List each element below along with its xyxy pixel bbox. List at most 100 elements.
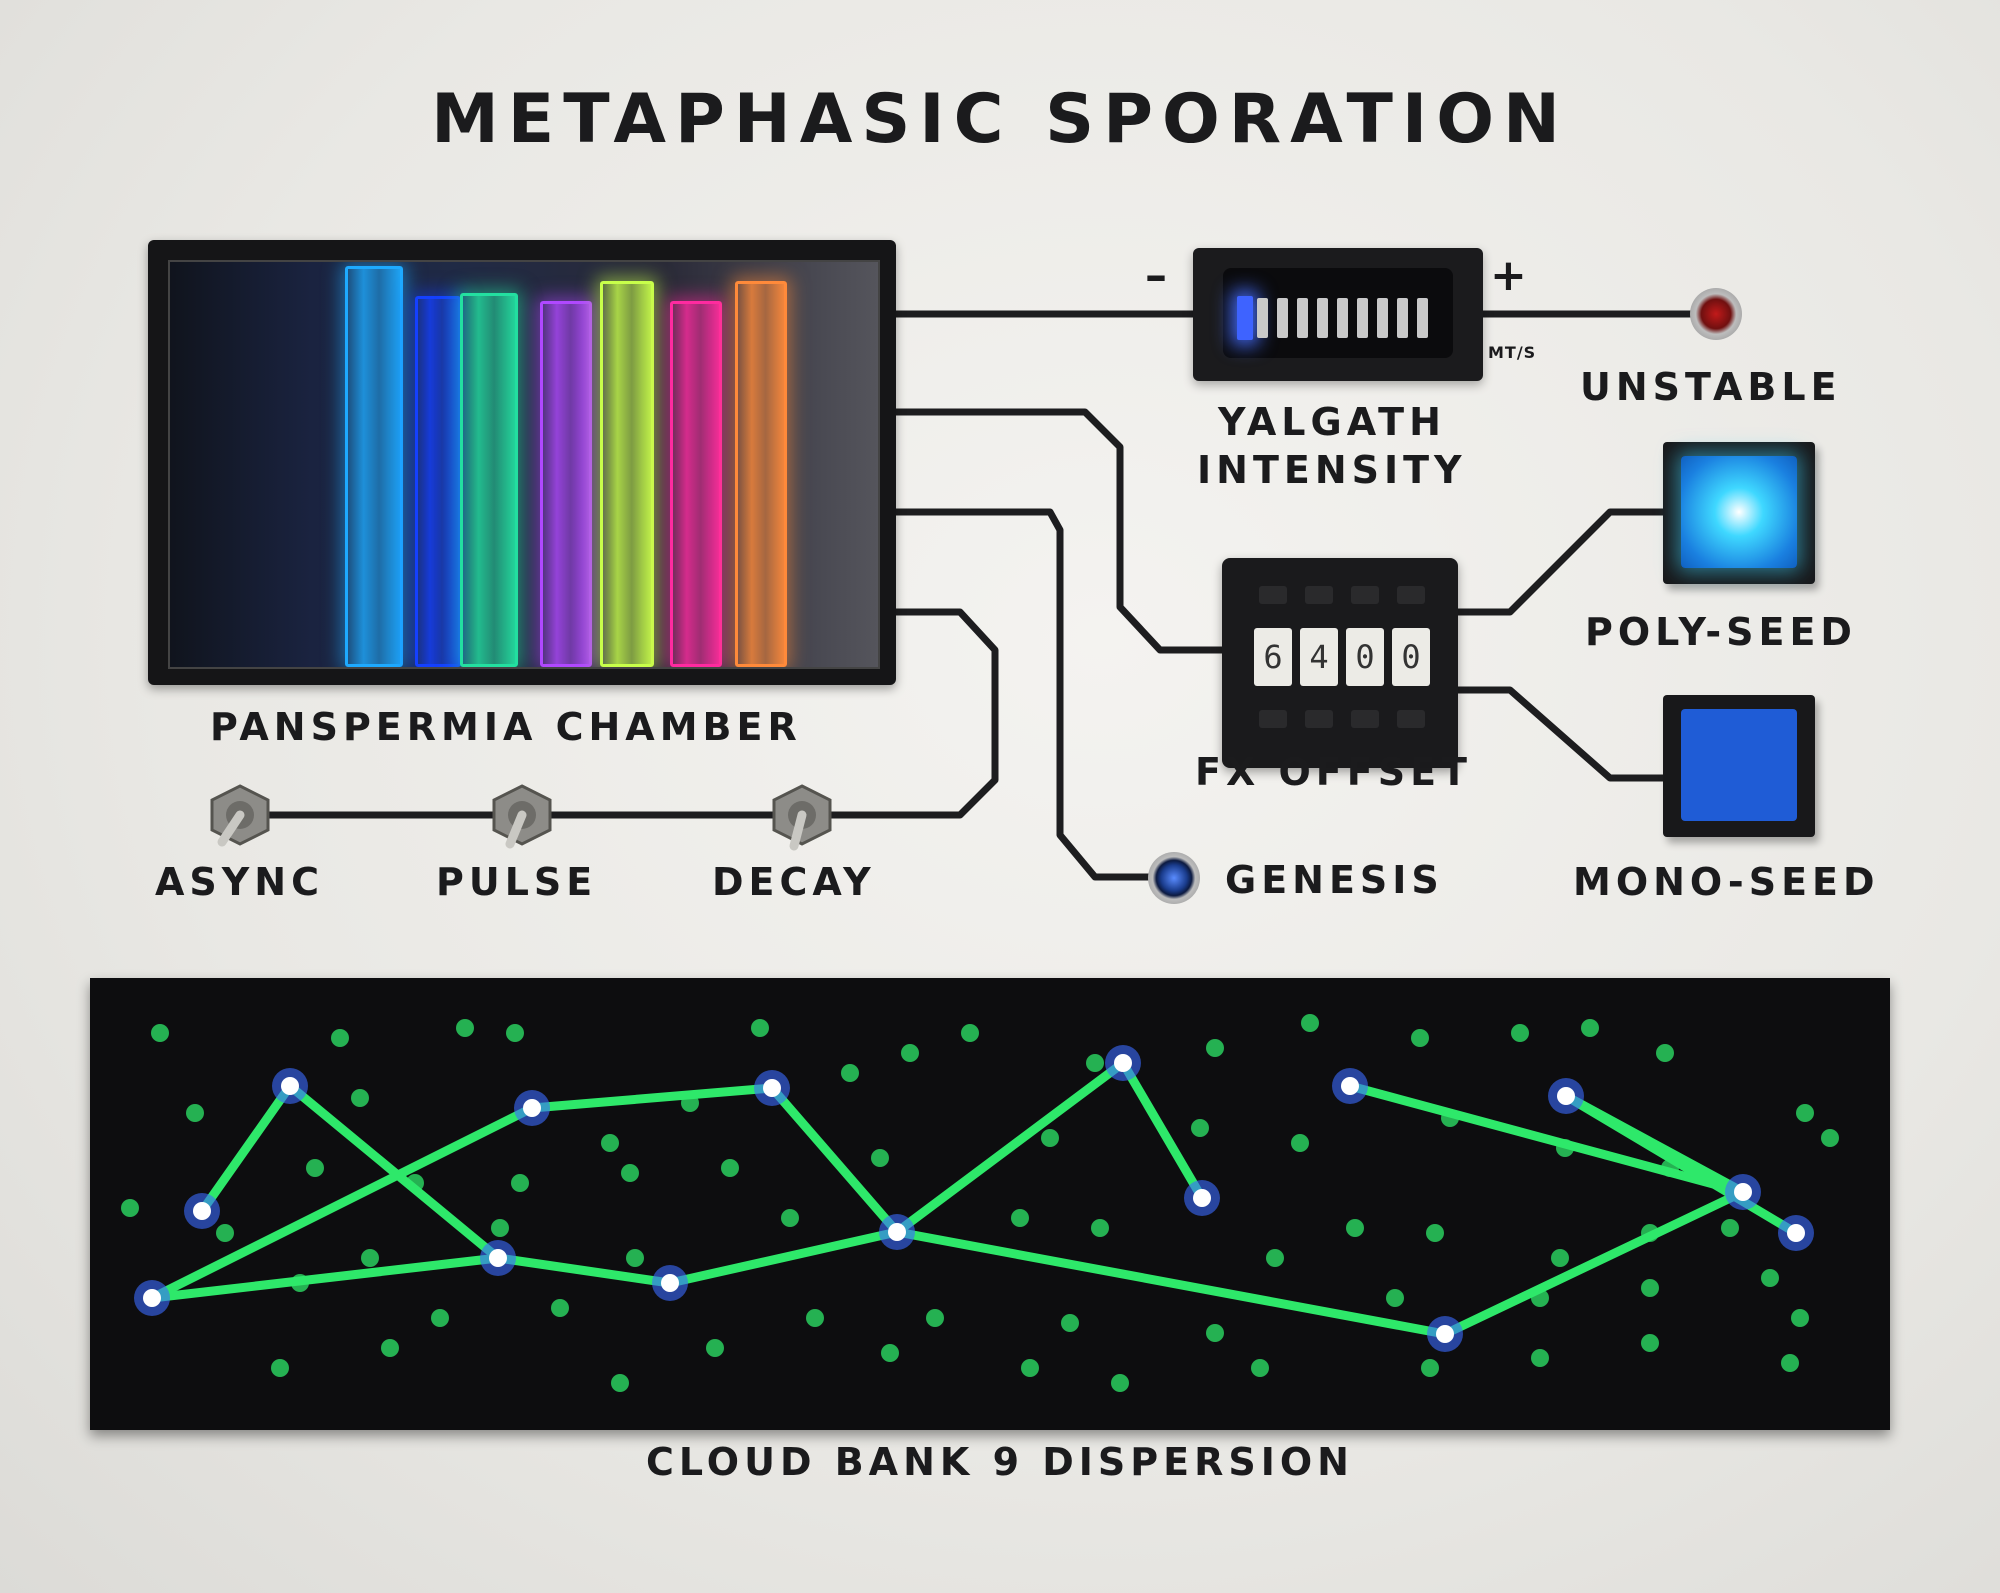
counter-digit-1[interactable]: 6 (1254, 628, 1292, 686)
counter-push-bot[interactable] (1305, 710, 1333, 728)
dispersion-dot (381, 1339, 399, 1357)
constellation-link (892, 1227, 1450, 1339)
meter-window (1223, 268, 1453, 358)
trace-counter-poly (1458, 508, 1680, 616)
dispersion-dot (1011, 1209, 1029, 1227)
dispersion-dot (361, 1249, 379, 1267)
dispersion-dot (491, 1219, 509, 1237)
dispersion-dot (961, 1024, 979, 1042)
dispersion-dot (1641, 1279, 1659, 1297)
dispersion-dot (216, 1224, 234, 1242)
counter-push-bot[interactable] (1259, 710, 1287, 728)
counter-push-top[interactable] (1397, 586, 1425, 604)
counter-digit-3[interactable]: 0 (1346, 628, 1384, 686)
meter-segment (1257, 298, 1268, 338)
constellation-star (1787, 1224, 1805, 1242)
dispersion-dot (601, 1134, 619, 1152)
dispersion-dot (781, 1209, 799, 1227)
dispersion-dot (611, 1374, 629, 1392)
dispersion-dot (841, 1064, 859, 1082)
counter-push-top[interactable] (1259, 586, 1287, 604)
dispersion-dot (721, 1159, 739, 1177)
meter-plus-sign: + (1490, 250, 1527, 301)
dispersion-dot (1421, 1359, 1439, 1377)
chamber-light-rod (460, 293, 518, 667)
counter-digit-2[interactable]: 4 (1300, 628, 1338, 686)
constellation-star (763, 1079, 781, 1097)
poly-seed-button[interactable] (1663, 442, 1815, 584)
constellation-link (197, 1081, 295, 1216)
constellation-link (527, 1083, 777, 1113)
counter-push-top[interactable] (1351, 586, 1379, 604)
fx-offset-counter[interactable]: 6 4 0 0 (1222, 558, 1458, 768)
constellation-star (193, 1202, 211, 1220)
panel-title: METAPHASIC SPORATION (431, 80, 1569, 159)
poly-seed-button-face[interactable] (1681, 456, 1797, 568)
meter-segment (1317, 298, 1328, 338)
yalgath-intensity-meter (1193, 248, 1483, 381)
constellation-link (665, 1227, 902, 1288)
trace-counter-mono (1458, 686, 1680, 782)
constellation-link (1440, 1187, 1748, 1339)
panspermia-chamber-label: PANSPERMIA CHAMBER (210, 705, 802, 749)
dispersion-dot (121, 1199, 139, 1217)
dispersion-dot (431, 1309, 449, 1327)
mono-seed-button-face[interactable] (1681, 709, 1797, 821)
dispersion-dot (1656, 1044, 1674, 1062)
dispersion-dot (926, 1309, 944, 1327)
dispersion-dot (806, 1309, 824, 1327)
dispersion-dot (1061, 1314, 1079, 1332)
constellation-link (892, 1058, 1128, 1237)
mono-seed-button[interactable] (1663, 695, 1815, 837)
chamber-light-rod (540, 301, 592, 667)
dispersion-dot (706, 1339, 724, 1357)
meter-segment (1297, 298, 1308, 338)
counter-push-top[interactable] (1305, 586, 1333, 604)
dispersion-dot (1386, 1289, 1404, 1307)
constellation-star (1114, 1054, 1132, 1072)
genesis-label: GENESIS (1225, 858, 1444, 902)
dispersion-dot (751, 1019, 769, 1037)
cloud-bank-dispersion-panel (90, 978, 1890, 1430)
chamber-light-rod (345, 266, 403, 667)
meter-segment (1417, 298, 1428, 338)
dispersion-dot (1511, 1024, 1529, 1042)
dispersion-dot (881, 1344, 899, 1362)
decay-toggle-switch[interactable] (762, 782, 842, 862)
dispersion-dot (1796, 1104, 1814, 1122)
counter-digit-4[interactable]: 0 (1392, 628, 1430, 686)
dispersion-dot (151, 1024, 169, 1042)
constellation-star (1341, 1077, 1359, 1095)
dispersion-dot (551, 1299, 569, 1317)
chamber-light-rod (670, 301, 722, 667)
counter-push-bot[interactable] (1397, 710, 1425, 728)
meter-segment (1237, 296, 1253, 340)
constellation-link (1561, 1091, 1801, 1238)
dispersion-dot (506, 1024, 524, 1042)
dispersion-dot (1301, 1014, 1319, 1032)
meter-minus-sign: – (1145, 250, 1167, 301)
dispersion-dot (271, 1359, 289, 1377)
meter-label-line1: YALGATH (1218, 400, 1446, 444)
panspermia-chamber (148, 240, 896, 685)
dispersion-dot (1111, 1374, 1129, 1392)
dispersion-dot (1791, 1309, 1809, 1327)
dispersion-dot (1551, 1249, 1569, 1267)
dispersion-dot (306, 1159, 324, 1177)
counter-push-bot[interactable] (1351, 710, 1379, 728)
constellation-display (121, 1014, 1839, 1392)
unstable-label: UNSTABLE (1580, 365, 1842, 409)
chamber-glass (168, 260, 880, 669)
async-toggle-switch[interactable] (200, 782, 280, 862)
pulse-toggle-switch[interactable] (482, 782, 562, 862)
async-label: ASYNC (155, 860, 324, 904)
constellation-link (493, 1253, 675, 1288)
constellation-star (1436, 1325, 1454, 1343)
dispersion-dot (1251, 1359, 1269, 1377)
dispersion-dot (1091, 1219, 1109, 1237)
genesis-button[interactable] (1148, 852, 1200, 904)
meter-segment (1357, 298, 1368, 338)
constellation-link (147, 1253, 503, 1303)
constellation-star (489, 1249, 507, 1267)
constellation-star (1734, 1183, 1752, 1201)
